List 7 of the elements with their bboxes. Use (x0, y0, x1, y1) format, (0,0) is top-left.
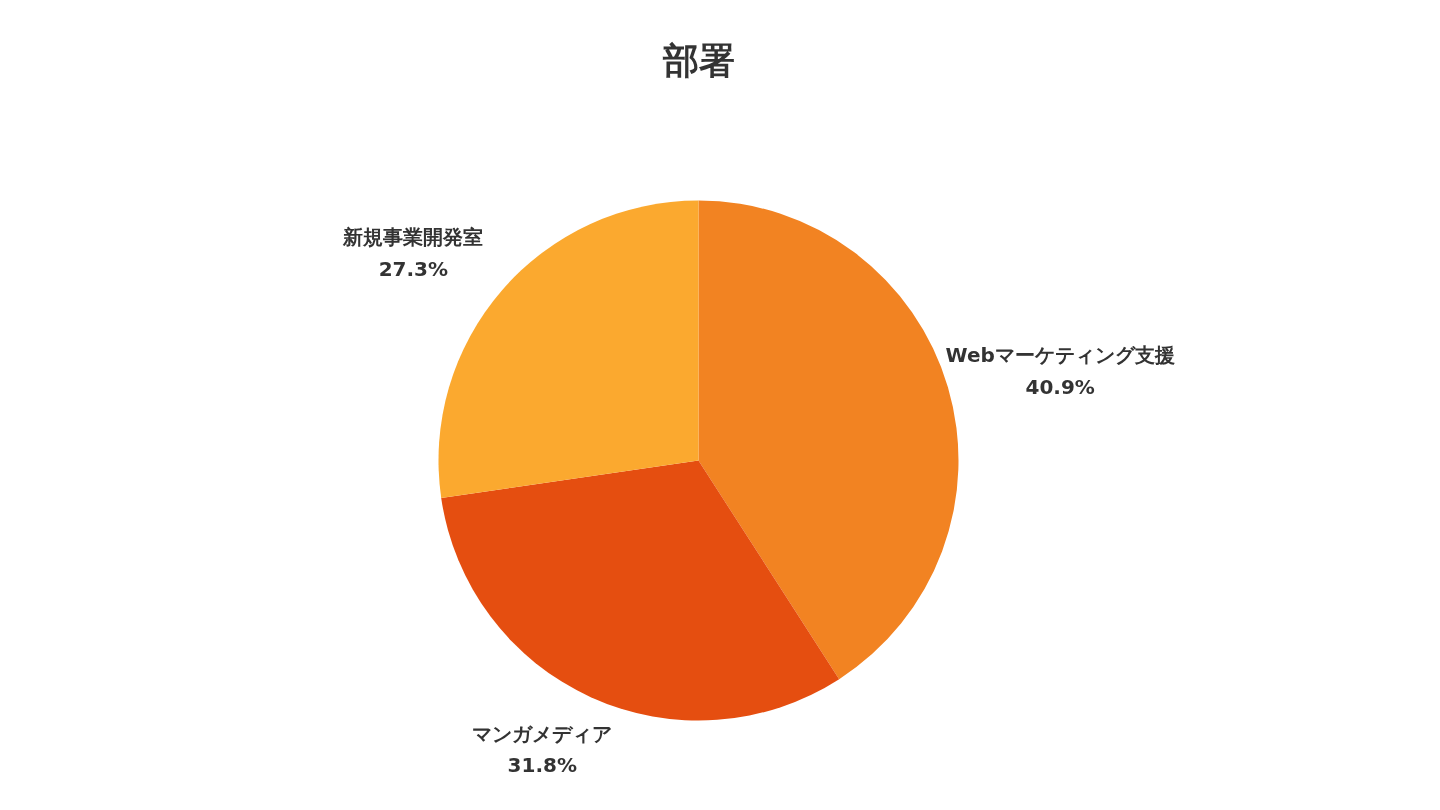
slice-label: 新規事業開発室 (342, 225, 484, 250)
slice-label: Webマーケティング支援 (945, 343, 1175, 368)
data-label: 27.3% (378, 256, 449, 281)
data-label: 40.9% (1025, 374, 1095, 399)
slice-label: マンガメディア (472, 721, 613, 746)
chart-title: 部署 (661, 40, 735, 81)
data-label: 31.8% (507, 752, 577, 777)
